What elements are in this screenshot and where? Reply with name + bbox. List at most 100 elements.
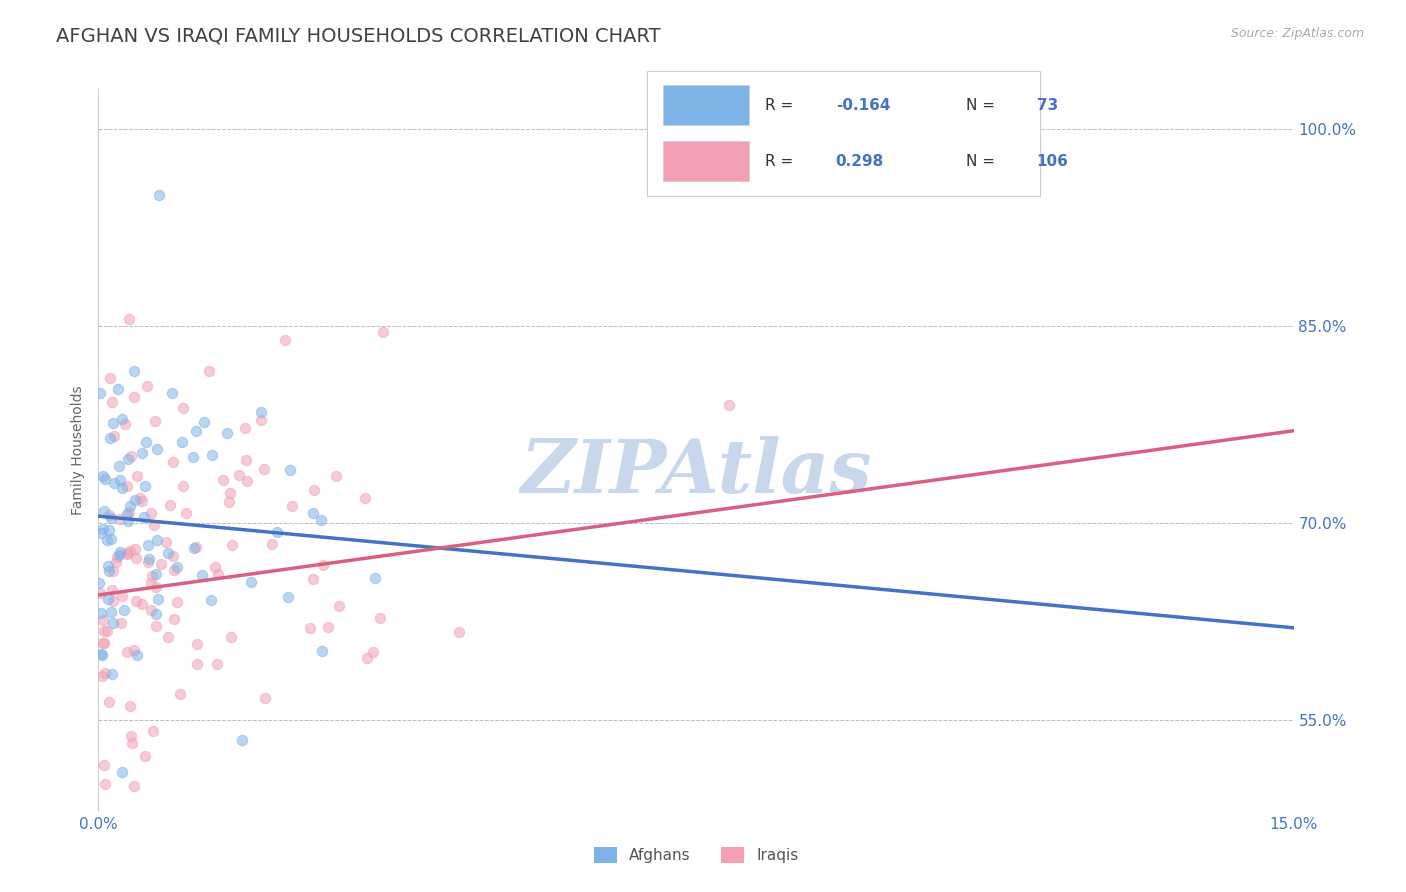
- Point: [204, 559, 226, 574]
- Point: [100, 511, 122, 525]
- Point: [193, 415, 215, 429]
- Point: [174, 506, 197, 520]
- Point: [91, 613, 114, 627]
- Point: [141, 568, 163, 582]
- Point: [98, 524, 121, 538]
- Legend: Afghans, Iraqis: Afghans, Iraqis: [588, 841, 804, 869]
- Point: [156, 546, 179, 560]
- Point: [240, 574, 263, 589]
- Point: [134, 479, 156, 493]
- Point: [186, 657, 208, 671]
- Point: [143, 414, 166, 428]
- Point: [101, 417, 124, 431]
- Point: [125, 593, 148, 607]
- Point: [325, 468, 347, 483]
- Point: [101, 615, 124, 630]
- Point: [114, 417, 136, 431]
- Point: [108, 512, 131, 526]
- Point: [301, 572, 323, 586]
- Point: [121, 449, 143, 463]
- Point: [125, 469, 148, 483]
- Point: [156, 631, 179, 645]
- Point: [131, 446, 153, 460]
- Point: [105, 555, 128, 569]
- Point: [145, 566, 167, 581]
- Point: [108, 459, 131, 474]
- Point: [159, 498, 181, 512]
- Point: [93, 636, 115, 650]
- Bar: [662, 141, 749, 181]
- Point: [122, 779, 145, 793]
- Point: [93, 624, 115, 638]
- Point: [163, 563, 186, 577]
- Point: [91, 636, 114, 650]
- Point: [361, 645, 384, 659]
- Point: [142, 723, 165, 738]
- Bar: [662, 85, 749, 125]
- Point: [273, 333, 295, 347]
- Point: [90, 669, 112, 683]
- Text: ZIPAtlas: ZIPAtlas: [520, 436, 872, 508]
- Point: [302, 506, 325, 520]
- Point: [145, 618, 167, 632]
- Point: [181, 450, 204, 464]
- Point: [186, 636, 208, 650]
- Text: -0.164: -0.164: [835, 97, 890, 112]
- Point: [138, 551, 160, 566]
- Text: 73: 73: [1036, 97, 1057, 112]
- Point: [122, 391, 145, 405]
- Text: N =: N =: [966, 153, 1000, 169]
- Point: [449, 624, 471, 639]
- Point: [184, 540, 207, 554]
- Point: [110, 412, 132, 426]
- Point: [90, 526, 112, 541]
- Point: [134, 510, 156, 524]
- Text: Source: ZipAtlas.com: Source: ZipAtlas.com: [1230, 27, 1364, 40]
- Point: [98, 431, 121, 445]
- Point: [135, 435, 157, 450]
- Point: [150, 557, 173, 571]
- Point: [146, 533, 169, 547]
- Point: [89, 386, 111, 401]
- Point: [254, 690, 277, 705]
- Point: [100, 605, 122, 619]
- Point: [118, 504, 141, 518]
- Point: [98, 564, 121, 578]
- Point: [107, 548, 129, 562]
- Point: [93, 504, 115, 518]
- Point: [97, 558, 120, 573]
- Point: [311, 644, 333, 658]
- Point: [221, 538, 243, 552]
- Point: [97, 508, 120, 522]
- Point: [231, 733, 253, 747]
- Point: [235, 453, 257, 467]
- Point: [717, 398, 740, 412]
- Point: [110, 545, 132, 559]
- Point: [100, 395, 122, 409]
- Point: [107, 382, 129, 396]
- Point: [250, 405, 273, 419]
- Point: [197, 364, 219, 378]
- Point: [172, 401, 194, 415]
- Point: [131, 597, 153, 611]
- Point: [162, 549, 184, 563]
- Text: 106: 106: [1036, 153, 1069, 169]
- Point: [96, 624, 118, 638]
- Point: [90, 606, 112, 620]
- Point: [207, 567, 229, 582]
- Point: [316, 620, 339, 634]
- Point: [93, 777, 115, 791]
- Point: [100, 532, 122, 546]
- Point: [200, 593, 222, 607]
- Point: [233, 421, 256, 435]
- Point: [201, 448, 224, 462]
- Point: [115, 508, 138, 522]
- Point: [190, 567, 212, 582]
- Point: [97, 592, 120, 607]
- Point: [129, 491, 152, 506]
- Point: [155, 534, 177, 549]
- Point: [110, 473, 132, 487]
- Point: [145, 607, 167, 621]
- Point: [112, 603, 135, 617]
- Point: [356, 650, 378, 665]
